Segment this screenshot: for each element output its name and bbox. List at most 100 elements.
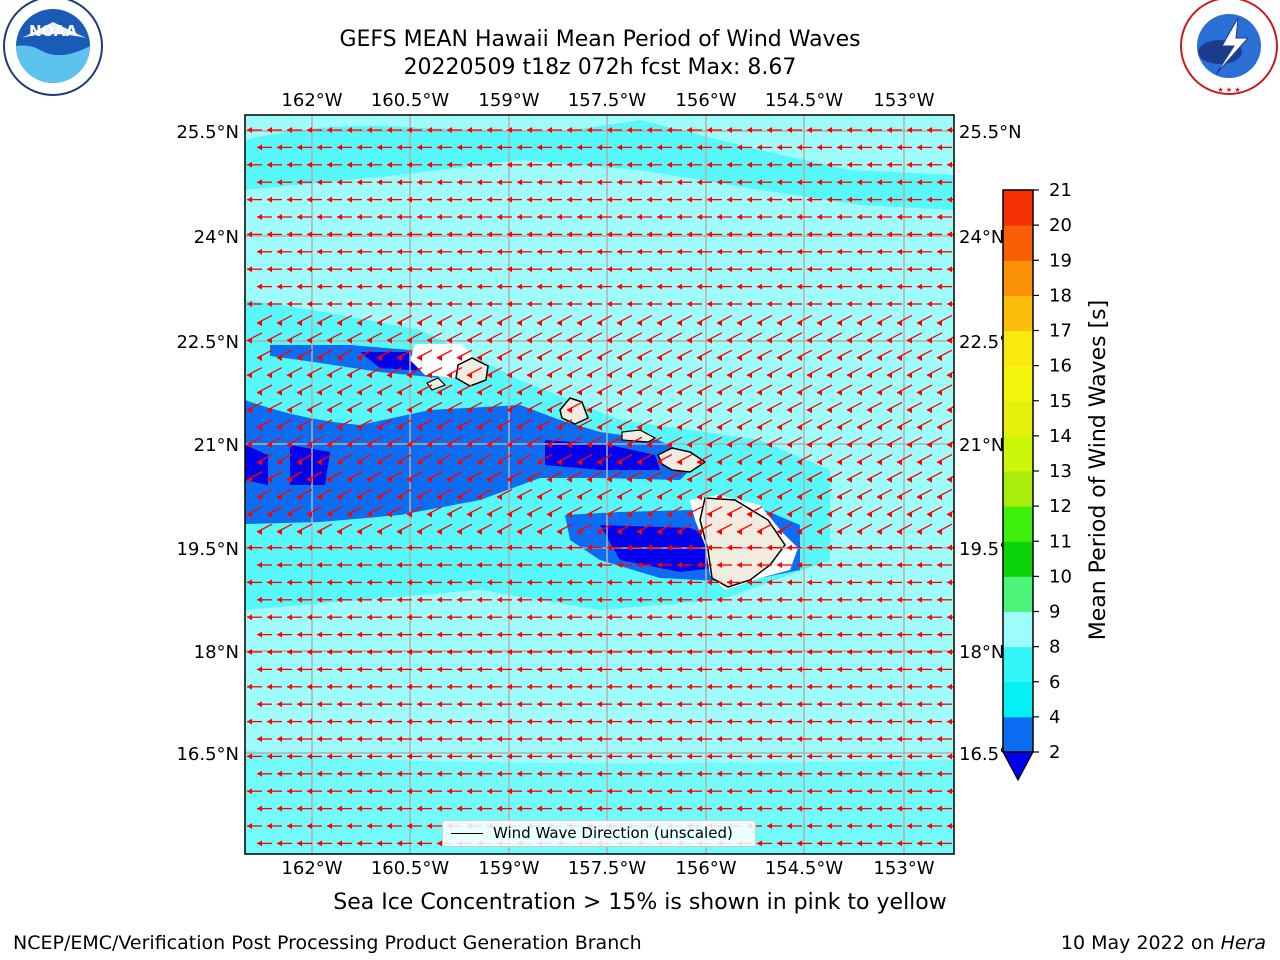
wind-arrow-head [347,753,352,760]
wind-arrow-head [377,144,382,151]
wind-arrow-head [267,511,272,518]
lon-label-bottom: 156°W [675,858,736,879]
wind-arrow-head [277,389,282,396]
wind-arrow-head [647,231,652,238]
wind-arrow-head [397,283,402,290]
wind-arrow-head [717,770,722,777]
colorbar-segment [1003,506,1033,542]
wind-arrow-head [607,544,612,551]
colorbar-tick-label: 14 [1049,426,1072,447]
wind-arrow-head [827,407,832,414]
wind-arrow-head [407,337,412,344]
wind-arrow-head [847,718,852,725]
wind-arrow-head [367,372,372,379]
wind-arrow-head [527,407,532,414]
wind-arrow-head [807,266,812,273]
wind-arrow-head [797,424,802,431]
wind-arrow-head [687,683,692,690]
wind-arrow-head [697,666,702,673]
wind-arrow-head [647,127,652,133]
wind-arrow-head [397,144,402,151]
wind-arrow-head [737,631,742,638]
wind-arrow-head [907,266,912,273]
wind-arrow-head [567,196,572,203]
wind-arrow-head [487,788,492,795]
wind-arrow-head [827,127,832,133]
wind-arrow-head [387,161,392,168]
wind-arrow-head [787,372,792,379]
colorbar-segment [1003,541,1033,577]
wind-arrow-head [557,248,562,255]
wind-arrow-head [697,214,702,220]
wind-arrow-head [557,631,562,638]
wind-arrow-head [747,579,752,586]
wind-arrow-head [397,459,402,466]
wind-arrow-head [907,544,912,551]
wind-arrow-head [877,424,882,431]
wind-arrow-head [867,614,872,621]
wind-arrow-head [707,442,712,448]
wind-arrow-head [927,649,932,655]
wind-arrow-head [537,144,542,151]
wind-arrow-head [767,372,772,379]
wind-arrow-head [657,179,662,186]
wind-arrow-head [697,562,702,568]
wind-arrow-head [797,529,802,535]
wind-arrow-head [257,389,262,396]
wind-arrow-head [497,666,502,673]
wind-arrow-head [897,666,902,673]
wind-arrow-head [807,544,812,551]
wind-arrow-head [397,389,402,396]
wind-arrow-head [847,753,852,760]
wind-arrow-head [707,683,712,690]
wind-arrow-head [857,144,862,151]
wind-arrow-head [717,424,722,431]
wind-arrow-head [547,442,552,448]
wind-arrow-head [797,562,802,568]
wind-arrow-head [407,649,412,655]
wind-arrow-head [747,161,752,168]
wind-arrow-head [497,596,502,603]
wind-arrow-head [397,320,402,327]
wind-arrow-head [267,407,272,414]
wind-arrow-head [597,666,602,673]
wind-arrow-head [417,631,422,638]
wind-arrow-head [477,283,482,290]
wind-arrow-head [687,544,692,551]
wind-arrow-head [387,718,392,725]
wind-arrow-head [547,161,552,168]
wind-arrow-head [367,683,372,690]
wind-arrow-head [757,179,762,186]
wind-arrow-head [637,770,642,777]
wind-arrow-head [357,529,362,535]
wind-arrow-head [377,770,382,777]
wind-arrow-head [877,840,882,847]
wind-arrow-head [817,144,822,151]
wind-arrow-head [517,389,522,396]
wind-arrow-head [337,283,342,290]
wind-arrow-head [477,459,482,466]
wind-arrow-head [757,355,762,361]
wind-arrow-head [537,529,542,535]
wind-arrow-head [687,337,692,344]
wind-arrow-head [457,389,462,396]
wind-arrow-head [457,144,462,151]
wind-arrow-head [297,529,302,535]
wind-arrow-head [617,144,622,151]
wind-arrow-head [777,562,782,568]
wind-arrow-head [507,683,512,690]
wind-arrow-head [247,511,252,518]
wind-arrow-head [327,753,332,760]
wind-arrow-head [317,248,322,255]
wind-arrow-head [887,823,892,829]
wind-arrow-head [667,511,672,518]
wind-arrow-head [307,337,312,344]
wind-arrow-head [387,196,392,203]
wind-arrow-head [527,753,532,760]
wind-arrow-head [727,301,732,307]
wind-arrow-head [347,511,352,518]
wind-arrow-head [347,476,352,483]
wind-arrow-head [857,214,862,220]
wind-arrow-head [937,631,942,638]
wind-arrow-head [317,144,322,151]
